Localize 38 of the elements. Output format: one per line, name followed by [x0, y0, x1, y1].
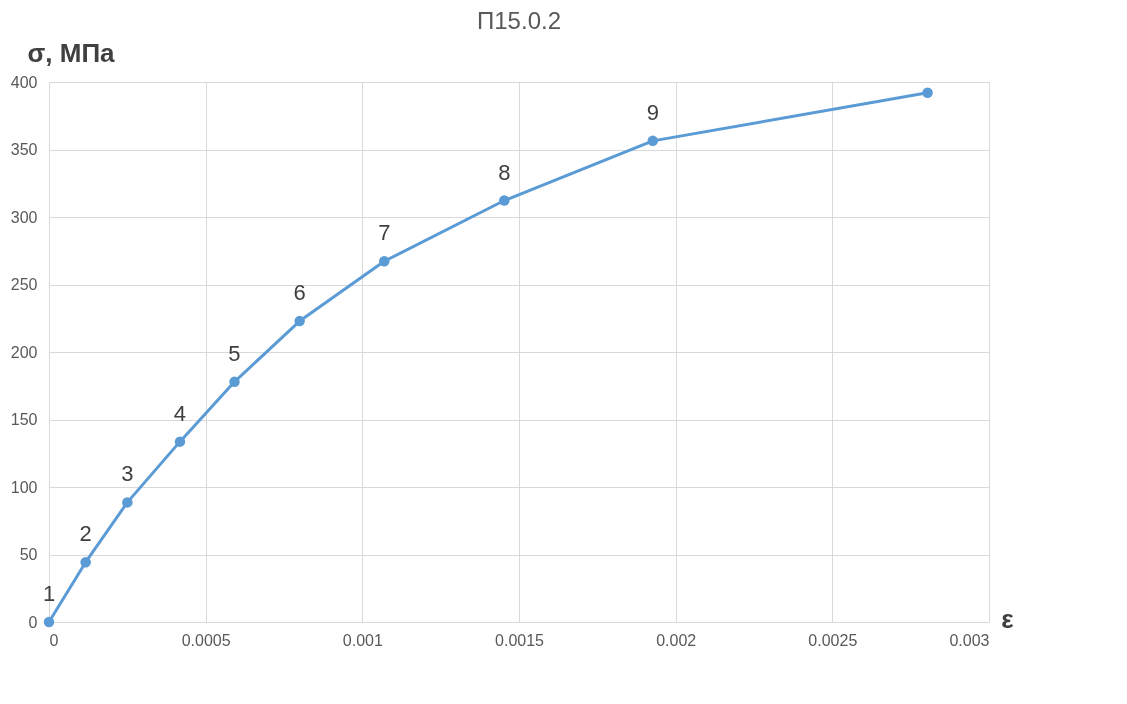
x-tick-label: 0.0015: [495, 631, 545, 649]
x-tick-label: 0.0025: [808, 631, 858, 649]
annotation: 8: [498, 159, 511, 185]
point: [43, 616, 55, 628]
point: [294, 315, 305, 327]
y-axis-title: σ, МПа: [27, 37, 116, 68]
chart-title: П15.0.2: [477, 7, 561, 34]
annotation: 3: [121, 461, 134, 487]
point: [647, 135, 659, 147]
x-tick-label: 0.003: [949, 631, 990, 649]
annotation: 1: [42, 581, 56, 606]
point: [174, 436, 186, 447]
annotation: 9: [646, 99, 659, 125]
annotation: 4: [173, 400, 187, 426]
y-tick-label: 200: [10, 343, 38, 361]
annotation: 7: [378, 220, 391, 246]
point: [379, 256, 390, 267]
x-tick-label: 0.001: [342, 631, 383, 649]
x-tick-label: 0: [49, 631, 59, 649]
y-tick-label: 50: [19, 546, 38, 563]
x-tick-label: 0.002: [656, 631, 697, 649]
annotation: 5: [228, 340, 241, 366]
annotation: 6: [293, 280, 306, 306]
point: [499, 195, 510, 206]
point: [229, 376, 240, 388]
y-tick-label: 250: [10, 276, 38, 293]
x-tick-label: 0.0005: [181, 631, 231, 649]
y-tick-label: 150: [10, 411, 38, 428]
point: [922, 87, 933, 99]
x-axis-title: ε: [1001, 603, 1014, 634]
y-tick-label: 0: [28, 613, 38, 631]
y-tick-label: 300: [10, 208, 38, 226]
point: [122, 497, 133, 508]
point: [80, 556, 91, 568]
y-tick-label: 350: [10, 141, 38, 158]
annotation: 2: [79, 521, 92, 547]
y-tick-label: 400: [10, 73, 38, 91]
y-tick-label: 100: [10, 478, 38, 496]
